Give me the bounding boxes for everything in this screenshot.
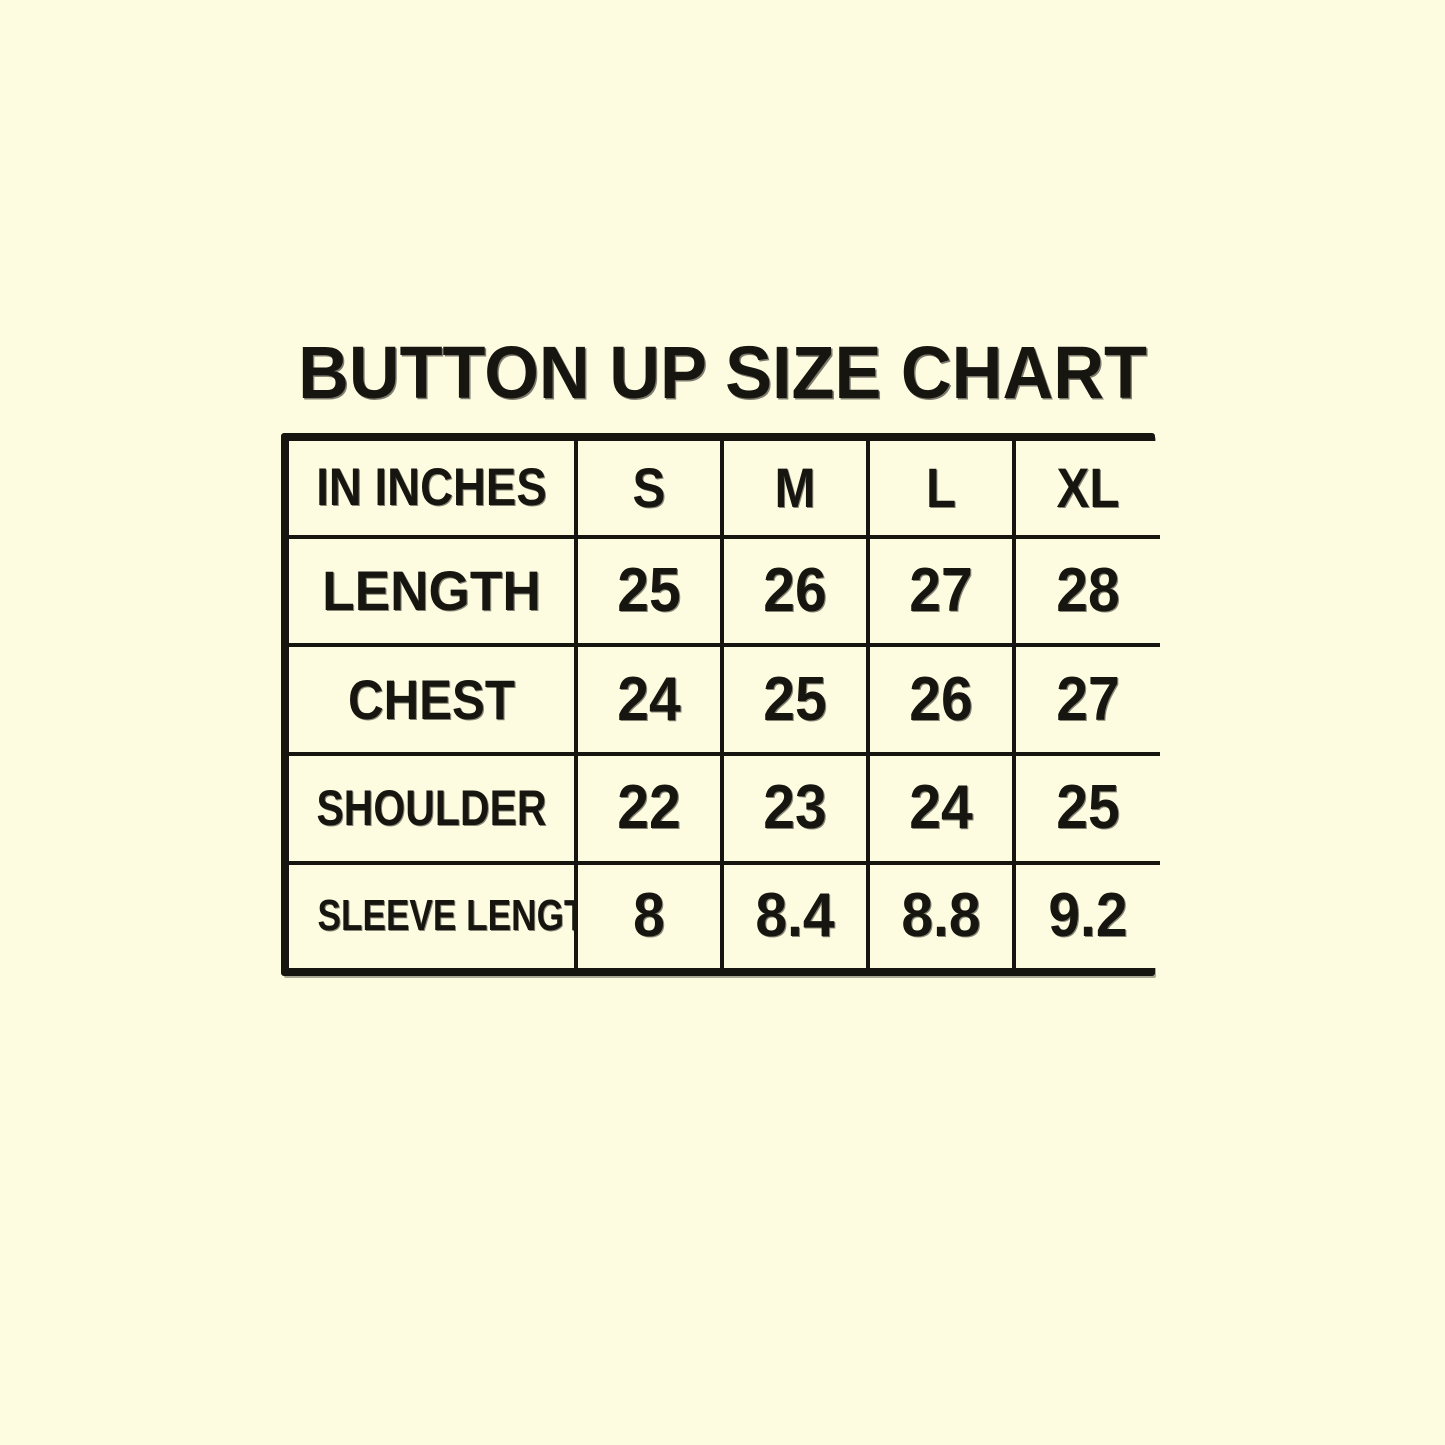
cell-chest-l: 26 [866, 643, 1016, 756]
row-label-chest: CHEST [289, 643, 578, 756]
cell-value: 25 [763, 664, 827, 734]
row-label-text: SHOULDER [316, 780, 547, 837]
cell-value: 25 [617, 555, 681, 625]
header-size-label-xl: XL [1056, 455, 1120, 519]
cell-sleeve-length-s: 8 [574, 860, 724, 968]
cell-value: 22 [617, 773, 681, 843]
row-label-shoulder: SHOULDER [289, 751, 578, 865]
row-label-sleeve-length: SLEEVE LENGTH [289, 860, 578, 968]
cell-value: 26 [763, 555, 827, 625]
cell-value: 8 [633, 881, 665, 951]
header-size-label-s: S [632, 455, 666, 519]
cell-sleeve-length-m: 8.4 [720, 860, 870, 968]
header-unit-label: IN INCHES [316, 458, 547, 518]
cell-value: 25 [1056, 773, 1120, 843]
cell-chest-m: 25 [720, 643, 870, 756]
header-cell-size-m: M [720, 441, 870, 539]
cell-chest-xl: 27 [1012, 643, 1160, 756]
cell-value: 23 [763, 773, 827, 843]
cell-sleeve-length-l: 8.8 [866, 860, 1016, 968]
header-cell-size-l: L [866, 441, 1016, 539]
row-label-length: LENGTH [289, 534, 578, 648]
cell-value: 9.2 [1048, 881, 1128, 951]
table-row: SLEEVE LENGTH 8 8.4 8.8 9.2 [289, 860, 1160, 968]
row-label-text: CHEST [347, 667, 516, 731]
page-title: BUTTON UP SIZE CHART [298, 331, 1147, 414]
cell-value: 27 [1056, 664, 1120, 734]
cell-sleeve-length-xl: 9.2 [1012, 860, 1160, 968]
row-label-text: SLEEVE LENGTH [317, 891, 573, 941]
cell-value: 8.4 [755, 881, 835, 951]
cell-shoulder-xl: 25 [1012, 751, 1160, 865]
cell-shoulder-l: 24 [866, 751, 1016, 865]
header-cell-unit: IN INCHES [289, 441, 578, 539]
cell-length-s: 25 [574, 534, 724, 648]
cell-value: 8.8 [901, 881, 981, 951]
header-size-label-l: L [925, 455, 957, 519]
cell-shoulder-m: 23 [720, 751, 870, 865]
cell-shoulder-s: 22 [574, 751, 724, 865]
table-header-row: IN INCHES S M L XL [289, 441, 1160, 539]
cell-length-m: 26 [720, 534, 870, 648]
table-row: SHOULDER 22 23 24 25 [289, 751, 1160, 865]
size-chart-table-frame: IN INCHES S M L XL [281, 433, 1160, 976]
cell-value: 24 [909, 773, 973, 843]
table-row: CHEST 24 25 26 27 [289, 643, 1160, 756]
header-size-label-m: M [774, 455, 816, 519]
cell-value: 27 [909, 555, 973, 625]
cell-length-l: 27 [866, 534, 1016, 648]
cell-value: 24 [617, 664, 681, 734]
row-label-text: LENGTH [322, 558, 541, 622]
size-chart-table: IN INCHES S M L XL [289, 441, 1160, 968]
cell-length-xl: 28 [1012, 534, 1160, 648]
cell-value: 26 [909, 664, 973, 734]
cell-chest-s: 24 [574, 643, 724, 756]
header-cell-size-xl: XL [1012, 441, 1160, 539]
header-cell-size-s: S [574, 441, 724, 539]
cell-value: 28 [1056, 555, 1120, 625]
table-row: LENGTH 25 26 27 28 [289, 534, 1160, 648]
